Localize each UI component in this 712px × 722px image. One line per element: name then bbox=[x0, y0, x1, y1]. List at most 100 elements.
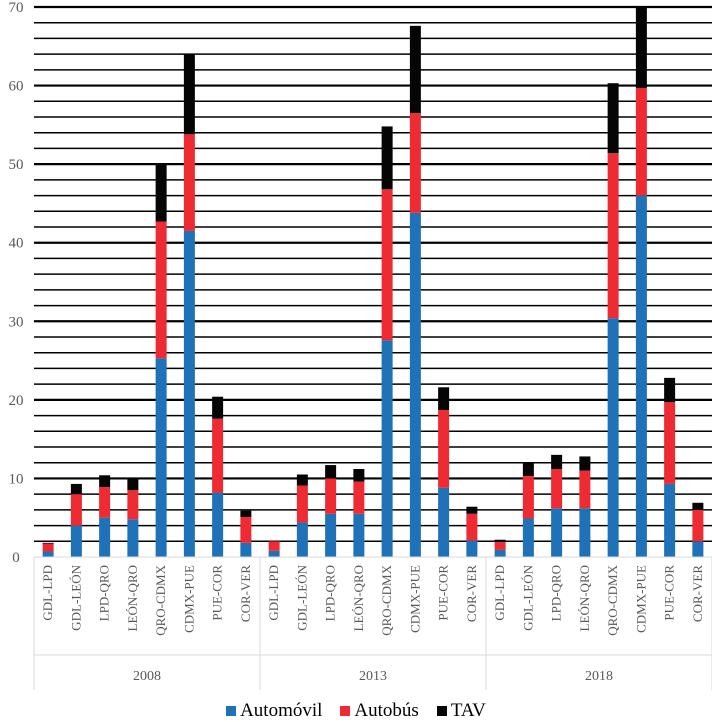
y-tick-label: 40 bbox=[9, 236, 24, 252]
bar-tav bbox=[155, 163, 167, 222]
bar-automóvil bbox=[466, 540, 478, 557]
bar-tav bbox=[494, 539, 506, 543]
bar-tav bbox=[522, 463, 534, 477]
bar-autobús bbox=[353, 481, 365, 514]
legend-label: Autobús bbox=[354, 700, 419, 721]
group-label: 2008 bbox=[133, 669, 161, 684]
bar-autobús bbox=[42, 543, 54, 552]
bar-tav bbox=[438, 387, 450, 411]
bar-autobús bbox=[692, 509, 704, 542]
x-tick-label: PUE-COR bbox=[662, 565, 677, 621]
bar-automóvil bbox=[183, 230, 195, 557]
bar-tav bbox=[42, 542, 54, 544]
x-tick-label: QRO-CDMX bbox=[379, 564, 394, 635]
x-tick-label: COR-VER bbox=[690, 565, 705, 622]
bar-autobús bbox=[70, 494, 82, 526]
bar-autobús bbox=[381, 189, 393, 341]
bar-tav bbox=[212, 396, 224, 419]
bar-tav bbox=[99, 475, 111, 488]
x-tick-label: LPD-QRO bbox=[97, 565, 112, 621]
bar-autobús bbox=[296, 485, 308, 523]
bar-automóvil bbox=[212, 492, 224, 557]
bar-tav bbox=[579, 456, 591, 471]
bar-autobús bbox=[438, 410, 450, 488]
x-tick-label: GDL-LEÓN bbox=[68, 564, 83, 630]
x-tick-label: GDL-LEÓN bbox=[294, 564, 309, 630]
legend-swatch-tav bbox=[436, 706, 447, 716]
legend-item-tav: TAV bbox=[436, 700, 486, 722]
bar-tav bbox=[635, 7, 647, 88]
bar-autobús bbox=[635, 87, 647, 196]
y-tick-label: 10 bbox=[9, 471, 24, 487]
x-tick-label: QRO-CDMX bbox=[153, 564, 168, 635]
bar-automóvil bbox=[579, 508, 591, 557]
bar-autobús bbox=[325, 478, 337, 514]
bar-automóvil bbox=[268, 550, 280, 557]
x-tick-label: LEÓN-QRO bbox=[577, 565, 592, 631]
y-tick-label: 60 bbox=[9, 79, 24, 95]
bar-tav bbox=[692, 502, 704, 510]
bar-tav bbox=[240, 510, 252, 517]
bar-tav bbox=[466, 506, 478, 514]
legend: Automóvil Autobús TAV bbox=[0, 700, 712, 722]
bar-automóvil bbox=[353, 513, 365, 557]
bars bbox=[42, 7, 704, 558]
bar-automóvil bbox=[494, 549, 506, 557]
legend-item-automovil: Automóvil bbox=[226, 700, 322, 722]
bar-autobús bbox=[268, 541, 280, 551]
x-tick-label: CDMX-PUE bbox=[633, 565, 648, 633]
bar-tav bbox=[268, 540, 280, 542]
bar-automóvil bbox=[296, 522, 308, 557]
bar-automóvil bbox=[635, 195, 647, 558]
bar-automóvil bbox=[70, 525, 82, 557]
x-tick-label: COR-VER bbox=[238, 565, 253, 622]
y-tick-label: 0 bbox=[12, 550, 20, 566]
legend-swatch-autobus bbox=[340, 706, 351, 716]
bar-automóvil bbox=[155, 358, 167, 557]
bar-tav bbox=[664, 377, 676, 403]
bar-autobús bbox=[579, 470, 591, 509]
x-tick-label: LPD-QRO bbox=[323, 565, 338, 621]
group-label: 2018 bbox=[585, 669, 613, 684]
legend-label: Automóvil bbox=[240, 700, 323, 721]
gridlines bbox=[34, 5, 712, 543]
y-tick-label: 30 bbox=[9, 314, 24, 330]
bar-tav bbox=[325, 465, 337, 479]
x-tick-label: PUE-COR bbox=[436, 565, 451, 621]
bar-automóvil bbox=[409, 212, 421, 557]
x-tick-label: GDL-LPD bbox=[492, 565, 507, 621]
x-tick-label: LEÓN-QRO bbox=[351, 565, 366, 631]
bar-automóvil bbox=[99, 517, 111, 557]
bar-autobús bbox=[664, 402, 676, 484]
y-axis-ticks: 0 10 20 30 40 50 60 70 bbox=[9, 0, 24, 566]
bar-automóvil bbox=[692, 541, 704, 557]
bar-autobús bbox=[155, 221, 167, 359]
group-label: 2013 bbox=[359, 669, 387, 684]
stacked-bar-chart: 0 10 20 30 40 50 60 70 GDL-LPD GDL-LEÓN LPD-QRO LE… bbox=[9, 0, 712, 690]
bar-tav bbox=[409, 25, 421, 114]
bar-tav bbox=[551, 454, 563, 469]
bar-autobús bbox=[466, 513, 478, 541]
x-axis: GDL-LPD GDL-LEÓN LPD-QRO LEÓN-QRO QRO-CDMX CD… bbox=[33, 556, 712, 690]
bar-autobús bbox=[607, 153, 619, 319]
bar-automóvil bbox=[664, 483, 676, 557]
bar-automóvil bbox=[127, 519, 139, 557]
bar-autobús bbox=[551, 469, 563, 509]
x-tick-label: GDL-LPD bbox=[266, 565, 281, 621]
bar-tav bbox=[127, 478, 139, 491]
bar-automóvil bbox=[551, 508, 563, 557]
x-tick-label: COR-VER bbox=[464, 565, 479, 622]
bar-autobús bbox=[99, 487, 111, 518]
y-tick-label: 50 bbox=[9, 157, 24, 173]
legend-swatch-automovil bbox=[226, 706, 237, 716]
bar-tav bbox=[353, 469, 365, 482]
bar-tav bbox=[296, 474, 308, 486]
x-tick-label: QRO-CDMX bbox=[605, 564, 620, 635]
bar-automóvil bbox=[42, 551, 54, 557]
bar-automóvil bbox=[325, 513, 337, 557]
y-tick-label: 70 bbox=[9, 0, 24, 16]
legend-item-autobus: Autobús bbox=[340, 700, 419, 722]
x-tick-label: CDMX-PUE bbox=[407, 565, 422, 633]
bar-autobús bbox=[240, 516, 252, 543]
bar-automóvil bbox=[381, 340, 393, 557]
